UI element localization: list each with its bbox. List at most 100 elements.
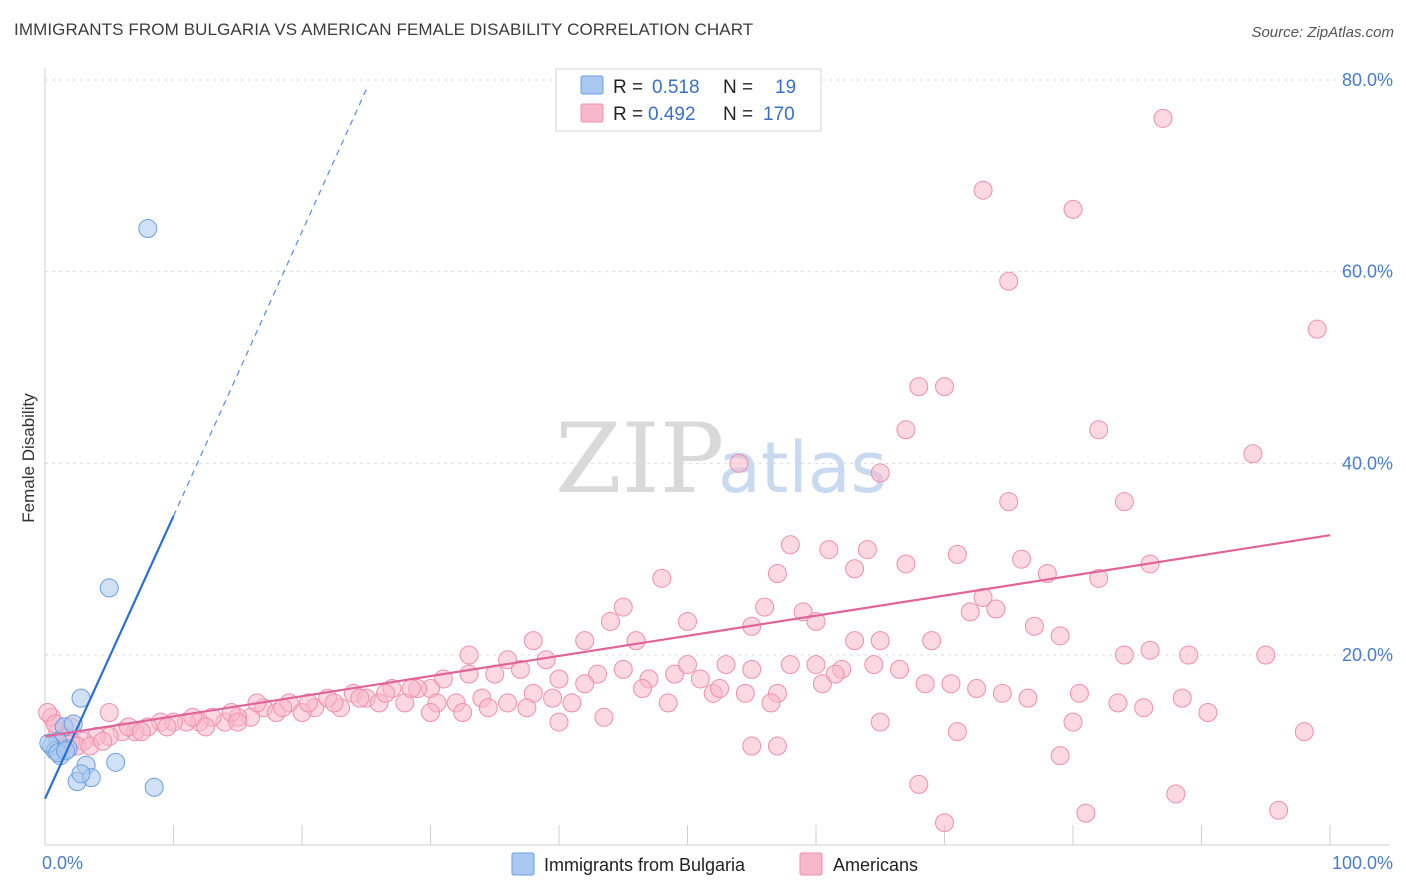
point-bulgaria-18 <box>144 777 164 797</box>
point-americans-127 <box>478 698 498 718</box>
point-americans-135 <box>761 693 781 713</box>
point-americans-27 <box>613 597 633 617</box>
point-americans-161 <box>870 712 890 732</box>
point-americans-2 <box>1063 199 1083 219</box>
point-americans-142 <box>967 679 987 699</box>
point-americans-17 <box>947 544 967 564</box>
point-americans-151 <box>767 736 787 756</box>
point-bulgaria-17 <box>71 764 91 784</box>
point-americans-137 <box>825 664 845 684</box>
point-americans-128 <box>517 698 537 718</box>
point-americans-38 <box>626 631 646 651</box>
x-tick-label-0: 0.0% <box>42 853 83 873</box>
point-americans-6 <box>935 377 954 397</box>
point-americans-61 <box>690 669 710 689</box>
point-americans-45 <box>1114 645 1134 665</box>
point-americans-150 <box>742 736 762 756</box>
trend-line-bulgaria <box>43 515 175 800</box>
point-americans-153 <box>935 813 954 833</box>
point-americans-47 <box>1256 645 1276 665</box>
source-credit: Source: ZipAtlas.com <box>1251 24 1394 41</box>
point-americans-0 <box>1153 108 1173 128</box>
point-americans-145 <box>1069 683 1089 703</box>
point-americans-43 <box>1050 626 1070 646</box>
point-americans-48 <box>459 645 479 665</box>
point-americans-24 <box>1089 568 1109 588</box>
point-americans-163 <box>421 703 440 722</box>
x-tick-label-1: 100.0% <box>1332 853 1393 873</box>
grid-lines <box>45 79 1390 656</box>
point-americans-140 <box>915 674 935 694</box>
point-americans-16 <box>857 540 877 560</box>
point-americans-18 <box>1012 549 1032 569</box>
point-americans-67 <box>575 674 595 694</box>
point-bulgaria-1 <box>99 578 119 598</box>
point-americans-129 <box>543 688 563 708</box>
trend-line-bulgaria-extension <box>172 89 367 517</box>
point-americans-20 <box>845 559 865 579</box>
point-americans-23 <box>767 564 787 584</box>
bottom-legend-swatch-americans <box>799 852 823 876</box>
point-americans-35 <box>575 631 595 651</box>
point-americans-164 <box>228 712 248 732</box>
point-americans-55 <box>780 655 800 675</box>
point-americans-132 <box>658 693 678 713</box>
point-americans-141 <box>941 674 961 694</box>
point-bulgaria-12 <box>56 741 76 761</box>
point-americans-13 <box>1114 492 1134 512</box>
point-americans-157 <box>1269 800 1289 820</box>
y-tick-labels: 20.0% 40.0% 60.0% 80.0% <box>1342 70 1393 665</box>
bottom-legend-swatch-bulgaria <box>511 852 535 876</box>
trend-lines <box>43 89 1331 800</box>
legend: R = 0.518 N = 19 R = 0.492 N = 170 <box>555 68 822 132</box>
point-americans-120 <box>298 693 318 713</box>
point-americans-28 <box>755 597 775 617</box>
point-americans-156 <box>1166 784 1186 804</box>
point-americans-65 <box>459 664 479 684</box>
point-americans-122 <box>350 688 370 708</box>
point-americans-160 <box>1063 712 1083 732</box>
point-americans-133 <box>710 679 730 699</box>
point-americans-14 <box>780 535 800 555</box>
point-americans-44 <box>1140 640 1160 660</box>
point-americans-154 <box>1050 746 1070 766</box>
point-bulgaria-14 <box>106 752 126 772</box>
legend-swatch-blue <box>580 75 604 95</box>
data-points <box>38 108 1327 833</box>
point-americans-158 <box>1294 722 1314 742</box>
point-americans-116 <box>196 717 216 737</box>
point-americans-152 <box>909 774 929 794</box>
point-americans-11 <box>870 463 890 483</box>
point-americans-7 <box>896 420 916 440</box>
point-americans-114 <box>157 717 177 737</box>
point-americans-119 <box>273 698 293 718</box>
y-axis-label: Female Disability <box>19 393 38 523</box>
point-americans-8 <box>1089 420 1109 440</box>
point-americans-143 <box>992 683 1012 703</box>
point-americans-138 <box>864 655 884 675</box>
watermark: ZIP atlas <box>555 403 887 515</box>
y-tick-label-0: 20.0% <box>1342 645 1393 665</box>
point-americans-126 <box>453 703 473 722</box>
point-americans-148 <box>1172 688 1192 708</box>
point-americans-46 <box>1179 645 1199 665</box>
point-americans-56 <box>806 655 826 675</box>
legend-swatch-pink <box>580 103 604 123</box>
point-americans-39 <box>845 631 865 651</box>
legend-n-value-0: 19 <box>775 77 796 98</box>
point-americans-12 <box>999 492 1019 512</box>
legend-r-label-1: R = <box>613 104 643 125</box>
point-americans-134 <box>735 683 755 703</box>
point-americans-62 <box>742 659 762 679</box>
point-americans-66 <box>549 669 569 689</box>
point-americans-22 <box>896 554 916 574</box>
point-americans-136 <box>812 674 832 694</box>
point-americans-130 <box>594 707 614 727</box>
point-americans-165 <box>99 703 119 722</box>
point-americans-32 <box>678 611 697 631</box>
point-americans-40 <box>870 631 890 651</box>
legend-n-value-1: 170 <box>763 104 795 125</box>
point-americans-139 <box>890 659 910 679</box>
point-americans-111 <box>93 731 113 751</box>
